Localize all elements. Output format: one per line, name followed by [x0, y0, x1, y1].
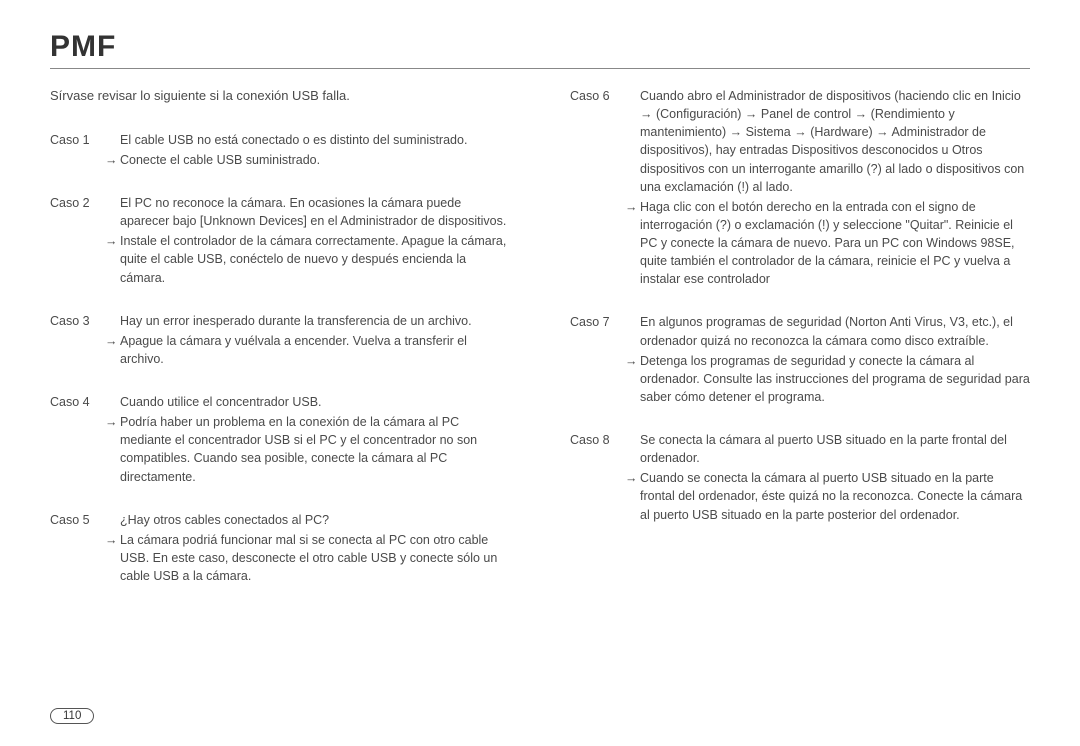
arrow-icon: →: [105, 232, 120, 250]
case-description: En algunos programas de seguridad (Norto…: [640, 313, 1030, 349]
case-description: Cuando utilice el concentrador USB.: [120, 393, 510, 411]
case-description: Hay un error inesperado durante la trans…: [120, 312, 510, 330]
case-block: Caso 6 Cuando abro el Administrador de d…: [570, 87, 1030, 288]
case-label: Caso 4: [50, 393, 120, 411]
page-number: 110: [50, 708, 94, 724]
case-block: Caso 8 Se conecta la cámara al puerto US…: [570, 431, 1030, 524]
case-label: Caso 3: [50, 312, 120, 330]
arrow-icon: →: [105, 531, 120, 549]
case-solution: Apague la cámara y vuélvala a encender. …: [120, 332, 510, 368]
case-solution: Conecte el cable USB suministrado.: [120, 151, 510, 169]
intro-text: Sírvase revisar lo siguiente si la conex…: [50, 87, 510, 106]
case-description: Se conecta la cámara al puerto USB situa…: [640, 431, 1030, 467]
case-solution: Detenga los programas de seguridad y con…: [640, 352, 1030, 406]
case-solution: Cuando se conecta la cámara al puerto US…: [640, 469, 1030, 523]
arrow-icon: →: [105, 332, 120, 350]
case-label: Caso 2: [50, 194, 120, 212]
case-label: Caso 8: [570, 431, 640, 449]
document-page: PMF Sírvase revisar lo siguiente si la c…: [0, 0, 1080, 746]
left-column: Sírvase revisar lo siguiente si la conex…: [50, 87, 510, 610]
case-description: Cuando abro el Administrador de disposit…: [640, 87, 1030, 196]
arrow-icon: →: [625, 352, 640, 370]
case-block: Caso 5 ¿Hay otros cables conectados al P…: [50, 511, 510, 586]
title-divider: [50, 68, 1030, 69]
case-block: Caso 4 Cuando utilice el concentrador US…: [50, 393, 510, 486]
case-block: Caso 1 El cable USB no está conectado o …: [50, 131, 510, 169]
content-columns: Sírvase revisar lo siguiente si la conex…: [50, 87, 1030, 610]
arrow-icon: →: [625, 198, 640, 216]
case-description: El cable USB no está conectado o es dist…: [120, 131, 510, 149]
case-description: El PC no reconoce la cámara. En ocasione…: [120, 194, 510, 230]
page-title: PMF: [50, 30, 1030, 64]
arrow-icon: →: [105, 413, 120, 431]
case-solution: Instale el controlador de la cámara corr…: [120, 232, 510, 286]
case-block: Caso 7 En algunos programas de seguridad…: [570, 313, 1030, 406]
right-column: Caso 6 Cuando abro el Administrador de d…: [570, 87, 1030, 610]
case-label: Caso 1: [50, 131, 120, 149]
case-block: Caso 3 Hay un error inesperado durante l…: [50, 312, 510, 368]
case-label: Caso 5: [50, 511, 120, 529]
case-solution: Podría haber un problema en la conexión …: [120, 413, 510, 486]
case-solution: Haga clic con el botón derecho en la ent…: [640, 198, 1030, 289]
arrow-icon: →: [105, 151, 120, 169]
case-description: ¿Hay otros cables conectados al PC?: [120, 511, 510, 529]
case-label: Caso 6: [570, 87, 640, 105]
arrow-icon: →: [625, 469, 640, 487]
case-block: Caso 2 El PC no reconoce la cámara. En o…: [50, 194, 510, 287]
case-label: Caso 7: [570, 313, 640, 331]
case-solution: La cámara podriá funcionar mal si se con…: [120, 531, 510, 585]
